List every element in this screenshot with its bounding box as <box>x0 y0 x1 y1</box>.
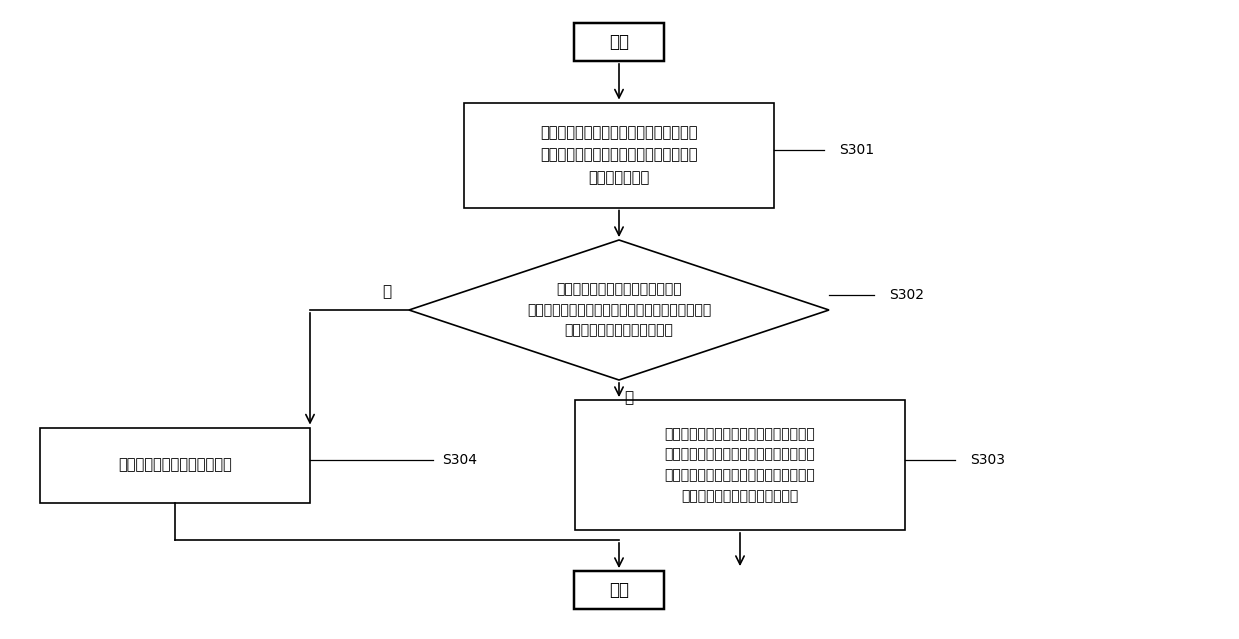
FancyBboxPatch shape <box>575 400 904 530</box>
Polygon shape <box>409 240 829 380</box>
FancyBboxPatch shape <box>463 102 774 208</box>
Text: 开始: 开始 <box>610 33 629 51</box>
Text: S304: S304 <box>442 453 477 467</box>
Text: S303: S303 <box>970 453 1005 467</box>
Text: S301: S301 <box>839 143 875 157</box>
Text: 是: 是 <box>624 390 633 406</box>
Text: 否: 否 <box>383 284 392 300</box>
FancyBboxPatch shape <box>40 427 310 502</box>
FancyBboxPatch shape <box>574 23 664 61</box>
Text: 当接收到与第一待测电源连通的第一电源
指示信号引脚输出的电源指示信号时，记
录第一上电时间: 当接收到与第一待测电源连通的第一电源 指示信号引脚输出的电源指示信号时，记 录第… <box>540 125 698 185</box>
Text: 记录第二待测电源的第二上电时间与第一
上电时间之间的时间间隔，输出时间间隔
、第一电源指示信号引脚输出的波形和第
二电源指示信号引脚输出的波形: 记录第二待测电源的第二上电时间与第一 上电时间之间的时间间隔，输出时间间隔 、第… <box>664 427 815 503</box>
Text: 结束: 结束 <box>610 581 629 599</box>
FancyBboxPatch shape <box>574 571 664 609</box>
Text: S302: S302 <box>890 288 924 302</box>
Text: 判断在第一上电时间后的预设时间
内是否接收到与第二待测电源连通的第二电源指示
信号引脚输出的电源指示信号: 判断在第一上电时间后的预设时间 内是否接收到与第二待测电源连通的第二电源指示 信… <box>527 282 711 337</box>
Text: 输出第一报错信号并停止测试: 输出第一报错信号并停止测试 <box>118 458 232 472</box>
